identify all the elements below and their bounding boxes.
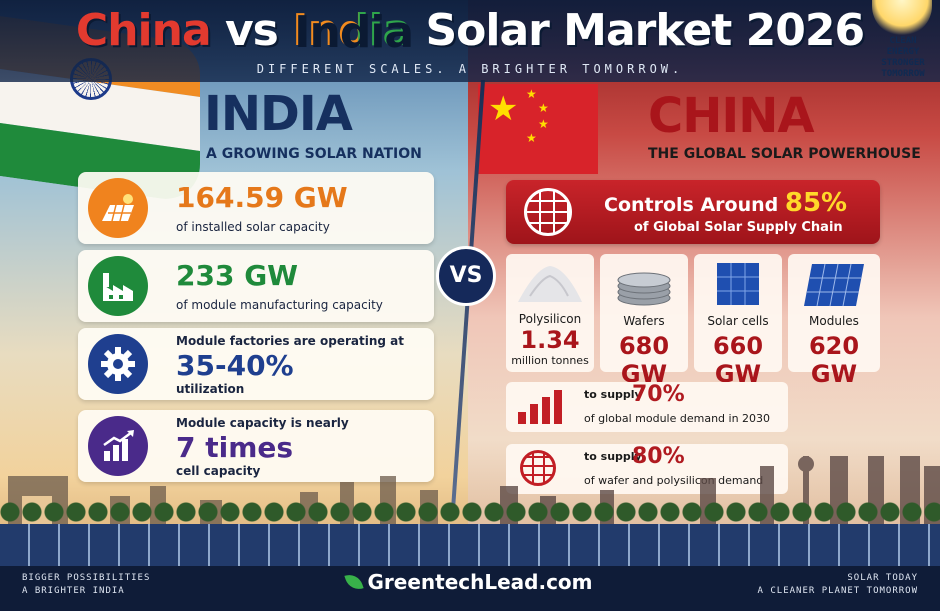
wafers-icon [617, 272, 671, 306]
globe-icon [524, 188, 572, 236]
gear-icon [88, 334, 148, 394]
tile-polysilicon: Polysilicon 1.34 million tonnes [506, 254, 594, 372]
china-subheading: THE GLOBAL SOLAR POWERHOUSE [648, 146, 921, 162]
supply-chain-banner: Controls Around 85% of Global Solar Supp… [506, 180, 880, 244]
footer-right-tagline: SOLAR TODAY A CLEANER PLANET TOMORROW [757, 573, 918, 596]
supply-80-percent: 80% [632, 444, 685, 469]
supply-box-modules: to supply 70% of global module demand in… [506, 382, 788, 432]
clean-energy-badge: CLEAN ENERGY STRONGER TOMORROW [881, 36, 925, 79]
ratio-text: cell capacity [176, 464, 261, 478]
wafers-value: 680 GW [618, 332, 670, 388]
banner-subline: of Global Solar Supply Chain [634, 220, 843, 235]
tile-solar-cells: Solar cells 660 GW [694, 254, 782, 388]
supply-70-lead: to supply [584, 388, 642, 401]
wafers-label: Wafers [623, 314, 665, 328]
page-title: China vs India Solar Market 2026 [75, 5, 865, 56]
factory-icon [88, 256, 148, 316]
supply-80-text: of wafer and polysilicon demand [584, 474, 764, 487]
header-bar [0, 0, 940, 82]
india-card-utilization: Module factories are operating at 35-40%… [78, 328, 434, 400]
tile-modules: Modules 620 GW [788, 254, 880, 388]
utilization-text: utilization [176, 382, 245, 396]
footer-left-tagline: BIGGER POSSIBILITIES A BRIGHTER INDIA [22, 573, 151, 596]
vs-badge: VS [436, 246, 496, 306]
polysilicon-unit: million tonnes [511, 354, 589, 367]
manufacturing-capacity-value: 233 GW [176, 259, 299, 292]
solar-cell-icon [717, 263, 759, 305]
module-icon [804, 263, 864, 307]
india-subheading: A GROWING SOLAR NATION [206, 146, 422, 162]
india-heading: INDIA [204, 86, 353, 142]
solar-cells-value: 660 GW [712, 332, 764, 388]
china-flag: ★ ★ ★ ★ ★ [478, 84, 598, 174]
growth-chart-icon [88, 416, 148, 476]
india-card-manufacturing: 233 GW of module manufacturing capacity [78, 250, 434, 322]
installed-capacity-text: of installed solar capacity [176, 220, 330, 234]
polysilicon-value: 1.34 [520, 326, 580, 354]
solar-panel-icon [88, 178, 148, 238]
polysilicon-label: Polysilicon [518, 312, 582, 326]
bar-chart-icon [518, 390, 562, 424]
supply-70-text: of global module demand in 2030 [584, 412, 771, 425]
polysilicon-pile-icon [518, 266, 582, 302]
banner-headline: Controls Around 85% [604, 188, 848, 218]
page-subtitle: DIFFERENT SCALES. A BRIGHTER TOMORROW. [256, 62, 684, 76]
supply-70-percent: 70% [632, 382, 685, 407]
india-card-ratio: Module capacity is nearly 7 times cell c… [78, 410, 434, 482]
globe-icon [520, 450, 556, 486]
tree-line [0, 500, 940, 522]
modules-label: Modules [809, 314, 859, 328]
china-heading: CHINA [648, 88, 815, 144]
solar-cells-label: Solar cells [707, 314, 769, 328]
leaf-icon [344, 571, 365, 593]
manufacturing-capacity-text: of module manufacturing capacity [176, 298, 383, 312]
ratio-value: 7 times [176, 431, 294, 464]
supply-box-wafers: to supply 80% of wafer and polysilicon d… [506, 444, 788, 494]
footer-bar [0, 566, 940, 611]
tile-wafers: Wafers 680 GW [600, 254, 688, 388]
utilization-value: 35-40% [176, 349, 294, 382]
utilization-lead-text: Module factories are operating at [176, 334, 404, 348]
modules-value: 620 GW [808, 332, 860, 388]
solar-panels-foreground [0, 524, 940, 572]
brand-link[interactable]: GreentechLead.com [0, 570, 940, 594]
india-card-installed: 164.59 GW of installed solar capacity [78, 172, 434, 244]
ratio-lead-text: Module capacity is nearly [176, 416, 349, 430]
installed-capacity-value: 164.59 GW [176, 181, 348, 214]
supply-80-lead: to supply [584, 450, 642, 463]
